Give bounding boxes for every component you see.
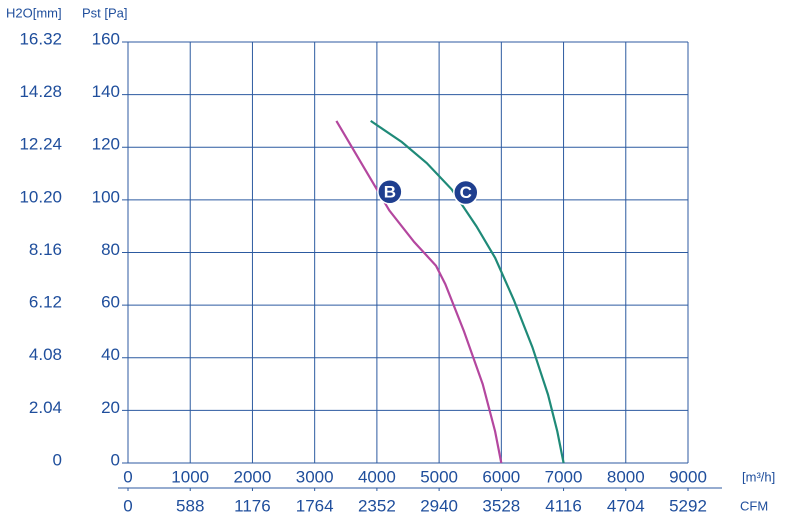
x2-tick-label: 2352 bbox=[358, 496, 396, 515]
y2-tick-label: 16.32 bbox=[19, 29, 62, 48]
y2-tick-label: 14.28 bbox=[19, 82, 62, 101]
x2-tick-label: 4116 bbox=[545, 496, 582, 515]
y-tick-label: 60 bbox=[101, 293, 120, 312]
series-label: B bbox=[384, 182, 396, 201]
x2-tick-label: 588 bbox=[176, 496, 204, 515]
x2-tick-label: 1764 bbox=[296, 496, 334, 515]
y2-tick-label: 6.12 bbox=[29, 293, 62, 312]
x-tick-label: 8000 bbox=[607, 467, 645, 486]
y-tick-label: 80 bbox=[101, 240, 120, 259]
y-tick-label: 100 bbox=[92, 187, 120, 206]
y-axis-label: Pst [Pa] bbox=[82, 5, 128, 20]
x2-tick-label: 2940 bbox=[420, 496, 458, 515]
series-label-badge bbox=[377, 179, 403, 205]
x2-tick-label: 0 bbox=[123, 496, 132, 515]
x-tick-label: 3000 bbox=[296, 467, 334, 486]
series-line bbox=[370, 119, 565, 464]
x-tick-label: 7000 bbox=[545, 467, 583, 486]
x-tick-label: 5000 bbox=[420, 467, 458, 486]
y2-tick-label: 10.20 bbox=[19, 187, 62, 206]
series-line bbox=[335, 120, 503, 464]
x-tick-label: 9000 bbox=[669, 467, 707, 486]
y2-tick-label: 4.08 bbox=[29, 345, 62, 364]
x-tick-label: 0 bbox=[123, 467, 132, 486]
y2-tick-label: 12.24 bbox=[19, 135, 62, 154]
y2-tick-label: 8.16 bbox=[29, 240, 62, 259]
x2-axis-label: CFM bbox=[740, 498, 768, 513]
x2-tick-label: 1176 bbox=[234, 496, 271, 515]
y2-axis-label: H2O[mm] bbox=[6, 5, 62, 20]
y-tick-label: 120 bbox=[92, 135, 120, 154]
y-tick-label: 140 bbox=[92, 82, 120, 101]
y2-tick-label: 2.04 bbox=[29, 398, 62, 417]
x-tick-label: 6000 bbox=[482, 467, 520, 486]
x2-tick-label: 3528 bbox=[482, 496, 520, 515]
y-tick-label: 20 bbox=[101, 398, 120, 417]
x-axis-label: [m³/h] bbox=[742, 469, 775, 484]
y-tick-label: 0 bbox=[111, 450, 120, 469]
x2-tick-label: 4704 bbox=[607, 496, 645, 515]
x-tick-label: 2000 bbox=[234, 467, 272, 486]
x-tick-label: 1000 bbox=[171, 467, 209, 486]
y2-tick-label: 0 bbox=[53, 450, 62, 469]
x2-tick-label: 5292 bbox=[669, 496, 707, 515]
y-tick-label: 40 bbox=[101, 345, 120, 364]
series-label-badge bbox=[453, 179, 479, 206]
series-label: C bbox=[460, 183, 472, 202]
y-tick-label: 160 bbox=[92, 29, 120, 48]
x-tick-label: 4000 bbox=[358, 467, 396, 486]
